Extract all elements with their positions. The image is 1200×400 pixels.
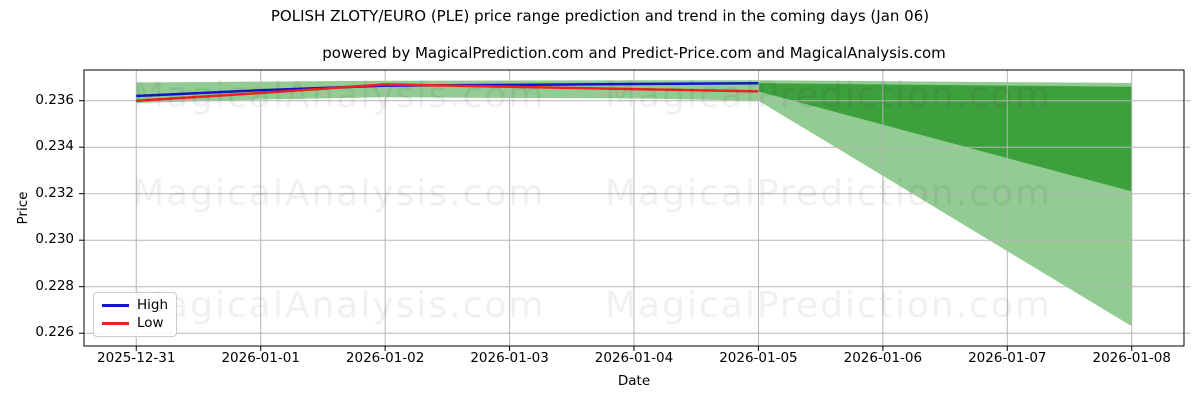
y-tick-label: 0.232 — [35, 184, 74, 201]
chart-subtitle: powered by MagicalPrediction.com and Pre… — [322, 44, 946, 62]
x-tick-label: 2026-01-01 — [221, 350, 300, 366]
low-line — [136, 83, 759, 102]
x-tick-label: 2026-01-04 — [594, 350, 674, 366]
y-tick-label: 0.230 — [35, 231, 74, 248]
x-axis-label: Date — [617, 373, 651, 389]
y-tick-label: 0.226 — [35, 324, 74, 341]
x-tick-label: 2026-01-07 — [968, 350, 1047, 366]
legend-item-high: High — [102, 298, 168, 313]
y-tick-label: 0.228 — [35, 277, 74, 294]
y-tick-label: 0.234 — [35, 138, 74, 155]
legend-label: High — [137, 297, 169, 314]
high-prediction-range-band — [758, 83, 1132, 192]
x-tick-label: 2025-12-31 — [97, 350, 176, 366]
price-chart-canvas — [79, 69, 1190, 351]
chart-title: POLISH ZLOTY/EURO (PLE) price range pred… — [270, 7, 930, 25]
x-tick-label: 2026-01-05 — [719, 350, 798, 366]
chart-legend: High Low — [93, 292, 177, 337]
legend-item-low: Low — [102, 314, 168, 331]
x-tick-label: 2026-01-02 — [345, 350, 425, 366]
x-tick-label: 2026-01-08 — [1092, 350, 1171, 366]
x-tick-label: 2026-01-06 — [843, 350, 923, 366]
legend-label: Low — [137, 314, 164, 331]
x-tick-label: 2026-01-03 — [470, 350, 549, 366]
legend-line-high — [102, 304, 129, 308]
legend-line-low — [102, 321, 129, 325]
y-tick-label: 0.236 — [35, 91, 74, 108]
history-range-band — [136, 80, 759, 104]
